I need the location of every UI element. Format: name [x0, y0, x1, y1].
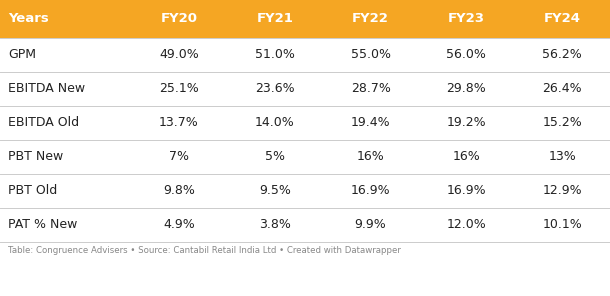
Text: 56.0%: 56.0% [447, 49, 486, 62]
Text: 14.0%: 14.0% [255, 117, 295, 130]
Text: PAT % New: PAT % New [8, 218, 77, 231]
Text: 4.9%: 4.9% [163, 218, 195, 231]
Text: 19.4%: 19.4% [351, 117, 390, 130]
Bar [0, 140, 610, 174]
Bar [0, 208, 610, 242]
Text: 23.6%: 23.6% [255, 83, 295, 96]
Text: 29.8%: 29.8% [447, 83, 486, 96]
Text: FY20: FY20 [160, 12, 198, 25]
Text: GPM: GPM [8, 49, 36, 62]
Text: EBITDA Old: EBITDA Old [8, 117, 79, 130]
Bar [0, 106, 610, 140]
Text: 9.9%: 9.9% [354, 218, 387, 231]
Text: 5%: 5% [265, 150, 285, 163]
Text: 25.1%: 25.1% [159, 83, 199, 96]
Text: PBT New: PBT New [8, 150, 63, 163]
Text: 16.9%: 16.9% [447, 184, 486, 197]
Text: 51.0%: 51.0% [255, 49, 295, 62]
Text: 13%: 13% [548, 150, 576, 163]
Text: 19.2%: 19.2% [447, 117, 486, 130]
Text: 9.5%: 9.5% [259, 184, 291, 197]
Text: FY21: FY21 [256, 12, 293, 25]
Bar [0, 174, 610, 208]
Text: 10.1%: 10.1% [542, 218, 582, 231]
Text: 28.7%: 28.7% [351, 83, 390, 96]
Text: 55.0%: 55.0% [351, 49, 390, 62]
Text: EBITDA New: EBITDA New [8, 83, 85, 96]
Text: 3.8%: 3.8% [259, 218, 291, 231]
Text: 49.0%: 49.0% [159, 49, 199, 62]
Text: 12.9%: 12.9% [542, 184, 582, 197]
Text: FY24: FY24 [544, 12, 581, 25]
Text: FY22: FY22 [352, 12, 389, 25]
Text: PBT Old: PBT Old [8, 184, 57, 197]
Bar [0, 0, 610, 38]
Text: 7%: 7% [169, 150, 189, 163]
Text: FY23: FY23 [448, 12, 485, 25]
Text: 16%: 16% [453, 150, 480, 163]
Text: 26.4%: 26.4% [542, 83, 582, 96]
Text: 16%: 16% [357, 150, 384, 163]
Text: Table: Congruence Advisers • Source: Cantabil Retail India Ltd • Created with Da: Table: Congruence Advisers • Source: Can… [8, 246, 401, 255]
Bar [0, 38, 610, 72]
Text: 9.8%: 9.8% [163, 184, 195, 197]
Bar [0, 72, 610, 106]
Text: 12.0%: 12.0% [447, 218, 486, 231]
Text: 15.2%: 15.2% [542, 117, 582, 130]
Text: Years: Years [8, 12, 49, 25]
Text: 16.9%: 16.9% [351, 184, 390, 197]
Text: 13.7%: 13.7% [159, 117, 199, 130]
Text: 56.2%: 56.2% [542, 49, 582, 62]
